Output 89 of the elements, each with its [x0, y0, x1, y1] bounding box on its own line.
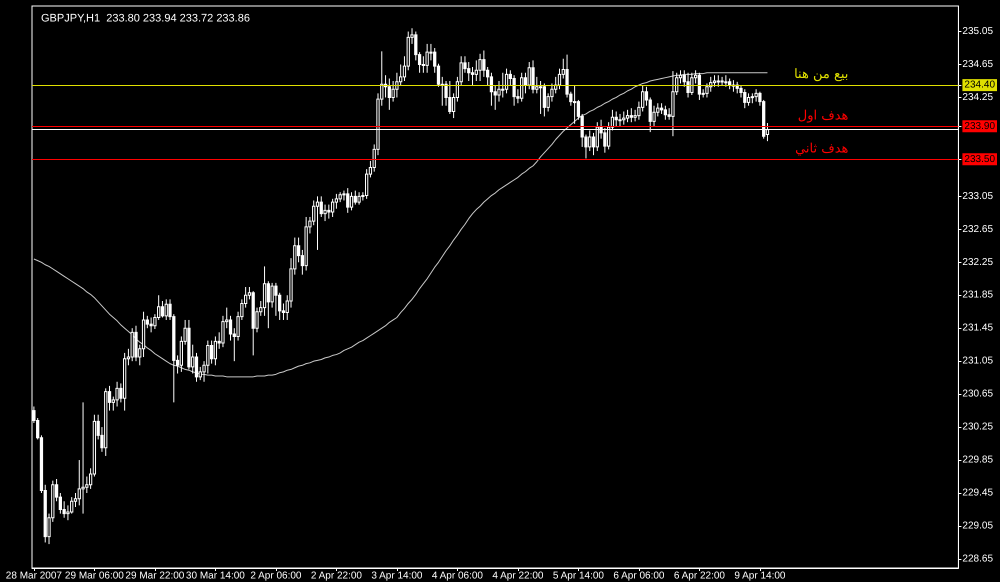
candlestick [743, 88, 746, 109]
text: GBPJPY,H1 233.80 233.94 233.72 233.86 [41, 12, 250, 24]
candlestick [630, 108, 633, 123]
candlestick [194, 352, 198, 382]
candlestick [354, 190, 357, 206]
x-tick-label: 29 Mar 06:00 [64, 570, 124, 582]
candlestick [754, 88, 758, 102]
candlestick [357, 192, 361, 206]
candlestick [262, 266, 266, 316]
candlestick [210, 340, 214, 364]
candlestick [323, 204, 327, 222]
x-tick-label: 4 Apr 22:00 [492, 570, 544, 582]
x-tick-label: 9 Apr 14:00 [734, 570, 786, 582]
x-tick-label: 2 Apr 22:00 [310, 570, 362, 582]
candlestick [501, 72, 504, 98]
candlestick [214, 336, 218, 366]
candlestick [728, 78, 732, 90]
y-tick-label: 229.45 [962, 488, 994, 499]
candlestick [316, 196, 320, 250]
candlestick [750, 92, 754, 104]
candlestick [538, 80, 542, 114]
candlestick [448, 80, 452, 114]
y-tick-label: 232.65 [962, 224, 994, 235]
candlestick [274, 282, 278, 316]
x-tick-label: 30 Mar 14:00 [186, 570, 246, 582]
candlestick [626, 109, 630, 123]
candlestick [528, 62, 531, 90]
y-tick-label: 234.65 [962, 59, 994, 70]
candlestick [746, 92, 750, 106]
candlestick [478, 53, 482, 82]
candlestick [426, 43, 429, 74]
y-tick-label: 233.50 [964, 154, 996, 165]
candlestick [664, 105, 667, 120]
y-tick-label: 234.25 [962, 92, 994, 103]
y-tick-label: 231.85 [962, 290, 994, 301]
x-tick-label: 5 Apr 14:00 [552, 570, 604, 582]
candlestick [724, 74, 728, 88]
y-tick-label: 230.25 [962, 422, 994, 433]
y-tick-label: 229.05 [962, 520, 994, 532]
candlestick [115, 381, 119, 407]
candlestick [497, 80, 501, 102]
candlestick [346, 188, 350, 214]
candlestick [391, 80, 395, 102]
candlestick [422, 56, 425, 74]
candlestick [712, 74, 716, 88]
candlestick [470, 66, 474, 86]
candlestick [660, 102, 664, 114]
candlestick [622, 110, 626, 126]
y-tick-label: 235.05 [962, 26, 994, 38]
y-tick-label: 232.25 [962, 256, 994, 268]
y-tick-label: 229.85 [962, 454, 994, 466]
candlestick [716, 74, 720, 88]
ref-line-label: هدف ثاني [795, 141, 849, 156]
y-tick-label: 233.90 [964, 120, 996, 132]
candlestick [160, 300, 164, 318]
candlestick [266, 280, 270, 329]
x-tick-label: 28 Mar 2007 [6, 570, 62, 582]
candlestick [149, 316, 153, 333]
ref-line-label: هدف اول [798, 108, 849, 124]
x-tick-label: 3 Apr 14:00 [371, 570, 423, 582]
candlestick [388, 78, 391, 110]
y-tick-label: 228.65 [962, 553, 994, 564]
candlestick [330, 198, 334, 218]
x-tick-label: 4 Apr 06:00 [432, 570, 484, 582]
candlestick [334, 193, 338, 210]
x-tick-label: 2 Apr 06:00 [250, 570, 302, 582]
y-tick-label: 231.45 [962, 322, 994, 334]
candlestick [327, 204, 330, 220]
candlestick [520, 72, 524, 102]
candlestick [164, 298, 168, 320]
x-tick-label: 29 Mar 22:00 [125, 570, 185, 582]
candlestick [228, 315, 232, 342]
candlestick [690, 72, 694, 96]
line-series [33, 72, 768, 378]
y-tick-label: 234.40 [964, 80, 996, 91]
candlestick [614, 110, 618, 127]
y-tick-label: 231.05 [962, 356, 994, 367]
candlestick [572, 84, 576, 124]
candlestick [633, 109, 637, 122]
candlestick [81, 402, 85, 514]
candlestick [350, 192, 354, 211]
x-tick-label: 6 Apr 22:00 [674, 570, 726, 582]
x-tick-label: 6 Apr 06:00 [613, 570, 665, 582]
y-tick-label: 233.05 [962, 190, 994, 202]
candlestick [542, 82, 546, 117]
candlestick [618, 113, 622, 127]
candlestick [270, 282, 274, 308]
ref-line-label: بيع من هنا [794, 67, 848, 82]
y-tick-label: 230.65 [962, 388, 994, 400]
